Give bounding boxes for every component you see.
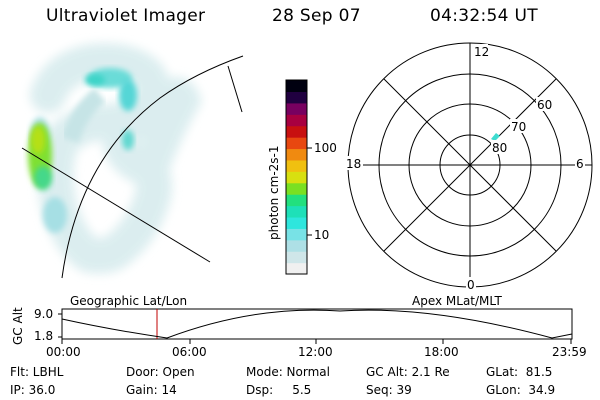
polar-label-0: 0 bbox=[467, 278, 475, 292]
colorbar-cell bbox=[286, 159, 307, 172]
polar-label-6: 6 bbox=[576, 157, 584, 171]
flt-status: Flt: LBHL bbox=[10, 365, 64, 379]
colorbar-cell bbox=[286, 182, 307, 195]
colorbar-unit-label: photon cm-2s-1 bbox=[267, 146, 281, 241]
colorbar-cell bbox=[286, 251, 307, 264]
colorbar-tick-10: 10 bbox=[314, 228, 329, 242]
timeline-left-title: Geographic Lat/Lon bbox=[70, 294, 187, 308]
date-label: 28 Sep 07 bbox=[272, 6, 361, 26]
colorbar-cell bbox=[286, 114, 307, 127]
polar-label-12: 12 bbox=[474, 45, 489, 59]
timeline-y-label: GC Alt bbox=[11, 307, 25, 345]
glat-status: GLat: 81.5 bbox=[486, 365, 553, 379]
colorbar-cell bbox=[286, 171, 307, 184]
instrument-title: Ultraviolet Imager bbox=[46, 6, 206, 26]
x-tick-2359: 23:59 bbox=[552, 345, 587, 359]
time-label: 04:32:54 UT bbox=[430, 6, 538, 26]
colorbar-cell bbox=[286, 102, 307, 115]
colorbar-tick-100: 100 bbox=[314, 141, 337, 155]
x-tick-0600: 06:00 bbox=[172, 345, 207, 359]
colorbar-cell bbox=[286, 262, 307, 275]
altitude-curve bbox=[61, 309, 573, 339]
x-tick-0000: 00:00 bbox=[46, 345, 81, 359]
orbit-timeline: Geographic Lat/Lon Apex MLat/MLT 9.0 1.8… bbox=[11, 294, 587, 359]
aurora-image bbox=[21, 43, 244, 279]
colorbar-cell bbox=[286, 148, 307, 161]
x-tick-1200: 12:00 bbox=[298, 345, 333, 359]
timeline-right-title: Apex MLat/MLT bbox=[412, 294, 502, 308]
polar-plot bbox=[347, 42, 593, 288]
timeline-y-bottom: 1.8 bbox=[34, 329, 53, 343]
colorbar-cell bbox=[286, 137, 307, 150]
door-status: Door: Open bbox=[126, 365, 195, 379]
colorbar-cell bbox=[286, 125, 307, 138]
gain-status: Gain: 14 bbox=[126, 383, 177, 397]
colorbar-cell bbox=[286, 216, 307, 229]
gc-alt-status: GC Alt: 2.1 Re bbox=[366, 365, 450, 379]
glon-status: GLon: 34.9 bbox=[486, 383, 556, 397]
image-grid-lines bbox=[21, 55, 244, 279]
colorbar-cell bbox=[286, 80, 307, 93]
x-tick-1800: 18:00 bbox=[424, 345, 459, 359]
colorbar-cell bbox=[286, 205, 307, 218]
polar-label-18: 18 bbox=[346, 157, 361, 171]
polar-label-70: 70 bbox=[511, 120, 526, 134]
seq-status: Seq: 39 bbox=[366, 383, 412, 397]
dsp-status: Dsp: 5.5 bbox=[246, 383, 312, 397]
colorbar-cell bbox=[286, 239, 307, 252]
ip-status: IP: 36.0 bbox=[10, 383, 56, 397]
timeline-y-top: 9.0 bbox=[34, 307, 53, 321]
polar-labels: 12 60 70 80 18 6 0 bbox=[345, 44, 585, 292]
mode-status: Mode: Normal bbox=[246, 365, 330, 379]
colorbar-cell bbox=[286, 228, 307, 241]
color-bar: 100 10 photon cm-2s-1 bbox=[267, 79, 337, 275]
colorbar-cell bbox=[286, 91, 307, 104]
polar-label-80: 80 bbox=[492, 141, 507, 155]
polar-label-60: 60 bbox=[537, 98, 552, 112]
colorbar-cell bbox=[286, 194, 307, 207]
